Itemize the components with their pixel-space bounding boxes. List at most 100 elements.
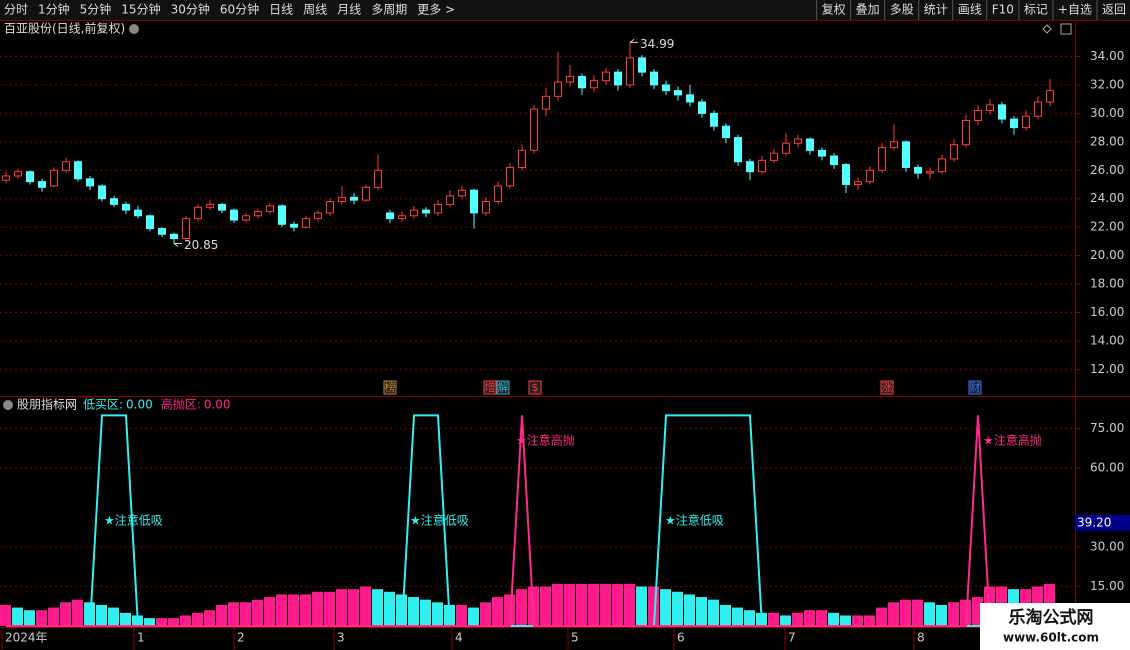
histogram-bar (48, 607, 59, 626)
histogram-bar (456, 604, 467, 626)
toolbar-button[interactable]: F10 (992, 3, 1014, 17)
toolbar-button[interactable]: 返回 (1102, 3, 1126, 17)
signal-line (6, 415, 1050, 627)
chart-title: 百亚股份(日线,前复权) (4, 21, 125, 36)
histogram-bar (36, 610, 47, 626)
toolbar-button[interactable]: 30分钟 (171, 2, 210, 17)
candle-body (806, 138, 814, 151)
histogram-bar (264, 597, 275, 626)
event-flag[interactable] (880, 380, 894, 395)
y-tick-label: 12.00 (1090, 362, 1124, 376)
candle-body (62, 161, 70, 171)
toolbar-button[interactable]: 1分钟 (38, 2, 70, 17)
candle-body (230, 209, 238, 221)
toolbar-button[interactable]: 日线 (269, 3, 293, 17)
histogram-bar (96, 604, 107, 626)
event-label[interactable]: 榜 (385, 380, 396, 394)
event-flag[interactable] (483, 380, 497, 395)
histogram-bar (144, 618, 155, 626)
signal-label: ★注意高抛 (516, 433, 575, 448)
histogram-bar (948, 602, 959, 626)
candle-body (1046, 90, 1054, 103)
histogram-bar (60, 602, 71, 626)
dropdown-icon[interactable] (3, 400, 13, 410)
histogram-bar (228, 602, 239, 626)
toolbar-button[interactable]: 15分钟 (121, 2, 160, 17)
toolbar-button[interactable]: 分时 (4, 3, 28, 17)
histogram-bar (216, 604, 227, 626)
histogram-bar (972, 597, 983, 626)
event-flag[interactable] (496, 380, 510, 395)
event-label[interactable]: 财 (970, 380, 981, 394)
y-tick-label: 60.00 (1090, 461, 1124, 475)
candle-body (74, 161, 82, 180)
histogram-bar (936, 604, 947, 626)
x-tick-label: 2024年 (5, 631, 48, 645)
candle-body (710, 112, 718, 127)
watermark-title: 乐淘公式网 (1009, 607, 1094, 628)
toolbar-button[interactable]: 60分钟 (220, 2, 259, 17)
indicator-title: 股朋指标网 (17, 397, 77, 412)
candle-body (758, 159, 766, 173)
x-tick-label: 8 (917, 631, 925, 645)
event-label[interactable]: 增 (485, 380, 496, 394)
candle-body (350, 196, 358, 201)
candle-body (770, 152, 778, 161)
toolbar-button[interactable]: 标记 (1024, 3, 1048, 17)
candle-body (422, 209, 430, 214)
toolbar-button[interactable]: 多周期 (371, 3, 407, 17)
toolbar-button[interactable]: 月线 (337, 3, 361, 17)
dropdown-icon[interactable] (129, 24, 139, 34)
histogram-bar (288, 594, 299, 626)
event-label[interactable]: 涨 (882, 381, 893, 394)
candle-body (866, 169, 874, 183)
event-label[interactable]: 解 (498, 380, 509, 394)
toolbar-button[interactable]: 叠加 (856, 3, 880, 17)
toolbar-button[interactable]: +自选 (1058, 3, 1092, 17)
histogram-bar (792, 612, 803, 626)
candle-body (914, 166, 922, 174)
toolbar-button[interactable]: 周线 (303, 3, 327, 17)
histogram-bar (852, 615, 863, 626)
toolbar-button[interactable]: 5分钟 (80, 2, 112, 17)
histogram-bar (648, 586, 659, 626)
candle-body (398, 215, 406, 220)
histogram-bar (864, 615, 875, 626)
histogram-bar (120, 612, 131, 626)
y-tick-label: 30.00 (1090, 106, 1124, 120)
candle-body (686, 94, 694, 103)
event-flag[interactable] (968, 380, 982, 395)
histogram-bar (708, 599, 719, 626)
candle-body (314, 212, 322, 220)
event-flag[interactable] (528, 380, 542, 395)
icon[interactable] (1042, 24, 1052, 34)
candle-body (518, 149, 526, 168)
toolbar-button[interactable]: 更多 > (417, 3, 455, 17)
signal-label: ★注意低吸 (104, 513, 163, 528)
candle-body (614, 71, 622, 86)
event-label[interactable]: $ (532, 381, 539, 394)
candle-body (626, 57, 634, 86)
histogram-bar (312, 591, 323, 626)
event-flag[interactable] (383, 380, 397, 395)
y-tick-label: 14.00 (1090, 333, 1124, 347)
histogram-bar (276, 594, 287, 626)
x-tick-label: 6 (677, 631, 685, 645)
y-tick-label: 15.00 (1090, 579, 1124, 593)
toolbar-button[interactable]: 画线 (958, 3, 982, 17)
candle-body (410, 209, 418, 217)
candle-body (842, 164, 850, 185)
candle-body (1022, 115, 1030, 129)
histogram-bar (204, 610, 215, 626)
icon[interactable] (1060, 23, 1072, 35)
toolbar-button[interactable]: 多股 (890, 3, 914, 17)
histogram-bar (840, 615, 851, 626)
toolbar-button[interactable]: 复权 (822, 3, 846, 17)
histogram-bar (408, 597, 419, 626)
toolbar-button[interactable]: 统计 (924, 3, 948, 17)
histogram-bar (420, 599, 431, 626)
candle-body (458, 189, 466, 197)
candle-body (14, 171, 22, 177)
candle-body (878, 147, 886, 171)
